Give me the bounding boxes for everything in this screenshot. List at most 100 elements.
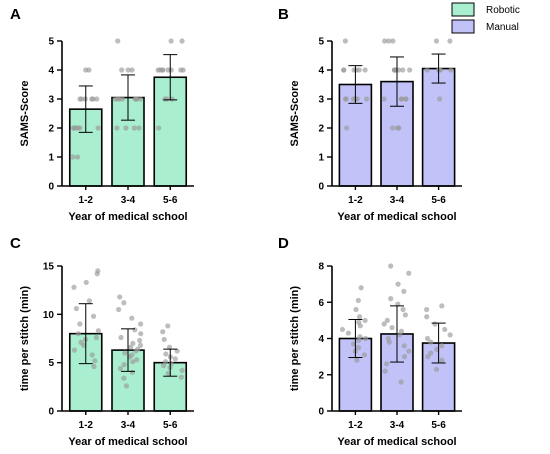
- data-point-d: [439, 343, 445, 349]
- x-tick-label-d: 1-2: [348, 420, 363, 431]
- x-tick-label-c: 1-2: [79, 420, 94, 431]
- data-point-b: [362, 67, 368, 73]
- data-point-d: [356, 319, 362, 325]
- data-point-d: [439, 357, 445, 363]
- panel-c: C 0 5 10 15 1-2 3-4 5-6 Year of medical school ti…: [10, 235, 194, 448]
- data-point-c: [135, 346, 141, 352]
- data-point-a: [74, 154, 81, 160]
- data-point-a: [136, 125, 142, 131]
- y-tick-label-a: 5: [48, 37, 54, 48]
- y-tick-label-d: 0: [318, 407, 324, 418]
- data-point-c: [121, 362, 127, 368]
- y-tick-label-d: 6: [318, 298, 324, 309]
- data-point-a: [95, 125, 101, 131]
- data-point-d: [362, 317, 368, 323]
- data-point-c: [123, 383, 130, 389]
- y-axis-title-d: time per stitch (min): [289, 286, 301, 391]
- data-point-c: [160, 329, 166, 335]
- data-point-d: [406, 348, 412, 354]
- data-point-a: [137, 96, 143, 102]
- data-point-c: [117, 365, 124, 372]
- data-point-a: [156, 125, 162, 131]
- data-point-d: [439, 303, 445, 309]
- data-point-b: [392, 67, 398, 73]
- data-point-d: [355, 344, 362, 351]
- data-point-a: [90, 96, 96, 102]
- data-point-b: [447, 38, 453, 44]
- legend-swatch-robotic: [451, 2, 475, 17]
- data-point-d: [362, 335, 369, 342]
- data-point-c: [137, 342, 144, 348]
- data-point-c: [163, 351, 169, 357]
- data-point-c: [172, 356, 178, 362]
- data-point-a: [180, 67, 186, 73]
- data-point-d: [388, 263, 394, 269]
- legend: Robotic Manual: [451, 2, 520, 34]
- y-tick-label-a: 4: [48, 66, 54, 77]
- data-point-c: [117, 294, 123, 300]
- y-tick-label-c: 0: [48, 407, 54, 418]
- panel-b: B 0 1 2 3 4 5 1-2 3-4 5-6 Year of medical school SA…: [278, 6, 462, 223]
- y-axis-title-c: time per stitch (min): [19, 286, 31, 391]
- data-point-c: [90, 313, 97, 319]
- data-point-a: [112, 96, 118, 102]
- data-point-d: [428, 350, 434, 356]
- y-tick-label-d: 2: [318, 370, 324, 381]
- panel-letter-b: B: [278, 6, 289, 23]
- data-point-b: [344, 125, 350, 131]
- data-point-d: [425, 354, 431, 360]
- y-tick-label-d: 4: [318, 334, 324, 345]
- data-point-b: [350, 96, 357, 102]
- data-point-a: [125, 67, 131, 73]
- data-point-a: [82, 96, 88, 102]
- y-tick-label-c: 15: [43, 262, 55, 273]
- data-point-c: [129, 315, 135, 321]
- y-tick-label-b: 0: [318, 182, 324, 193]
- x-tick-label-c: 3-4: [121, 420, 136, 431]
- data-point-d: [384, 317, 390, 323]
- data-point-d: [400, 306, 406, 313]
- x-tick-label-a: 5-6: [163, 195, 178, 206]
- data-point-b: [364, 96, 370, 102]
- data-point-d: [353, 306, 359, 313]
- data-point-d: [384, 361, 390, 367]
- data-point-b: [396, 125, 402, 131]
- data-point-c: [118, 334, 124, 341]
- data-point-c: [77, 321, 83, 327]
- data-point-d: [402, 312, 408, 318]
- panel-letter-a: A: [10, 6, 21, 23]
- data-point-b: [424, 67, 430, 73]
- data-point-c: [83, 279, 89, 286]
- y-tick-label-c: 5: [48, 358, 54, 369]
- data-point-c: [174, 348, 180, 354]
- x-tick-label-a: 3-4: [121, 195, 136, 206]
- data-point-a: [129, 67, 135, 73]
- data-point-d: [357, 334, 363, 340]
- x-tick-label-b: 3-4: [390, 195, 405, 206]
- y-tick-label-b: 4: [318, 66, 324, 77]
- bar-b-5-6: [421, 67, 456, 187]
- data-point-c: [137, 337, 143, 344]
- data-point-c: [121, 375, 127, 381]
- data-point-d: [434, 346, 440, 352]
- data-point-d: [388, 296, 394, 302]
- data-point-c: [129, 352, 135, 358]
- panel-d: D 0 2 4 6 8 1-2 3-4 5-6 Year of medical school tim…: [278, 235, 462, 448]
- data-point-a: [119, 96, 126, 102]
- data-point-d: [442, 326, 448, 333]
- data-point-c: [75, 331, 81, 337]
- data-point-a: [162, 96, 168, 102]
- data-point-c: [93, 334, 99, 341]
- data-point-b: [382, 38, 388, 44]
- data-point-d: [432, 321, 438, 327]
- data-point-d: [428, 339, 434, 345]
- y-tick-label-c: 10: [43, 310, 55, 321]
- data-point-d: [398, 328, 405, 334]
- data-point-b: [386, 38, 392, 44]
- data-point-d: [401, 354, 408, 360]
- data-point-a: [94, 96, 100, 102]
- data-point-a: [119, 67, 125, 73]
- data-point-c: [165, 370, 171, 376]
- y-axis-title-b: SAMS-Score: [289, 80, 301, 146]
- data-point-b: [400, 67, 406, 73]
